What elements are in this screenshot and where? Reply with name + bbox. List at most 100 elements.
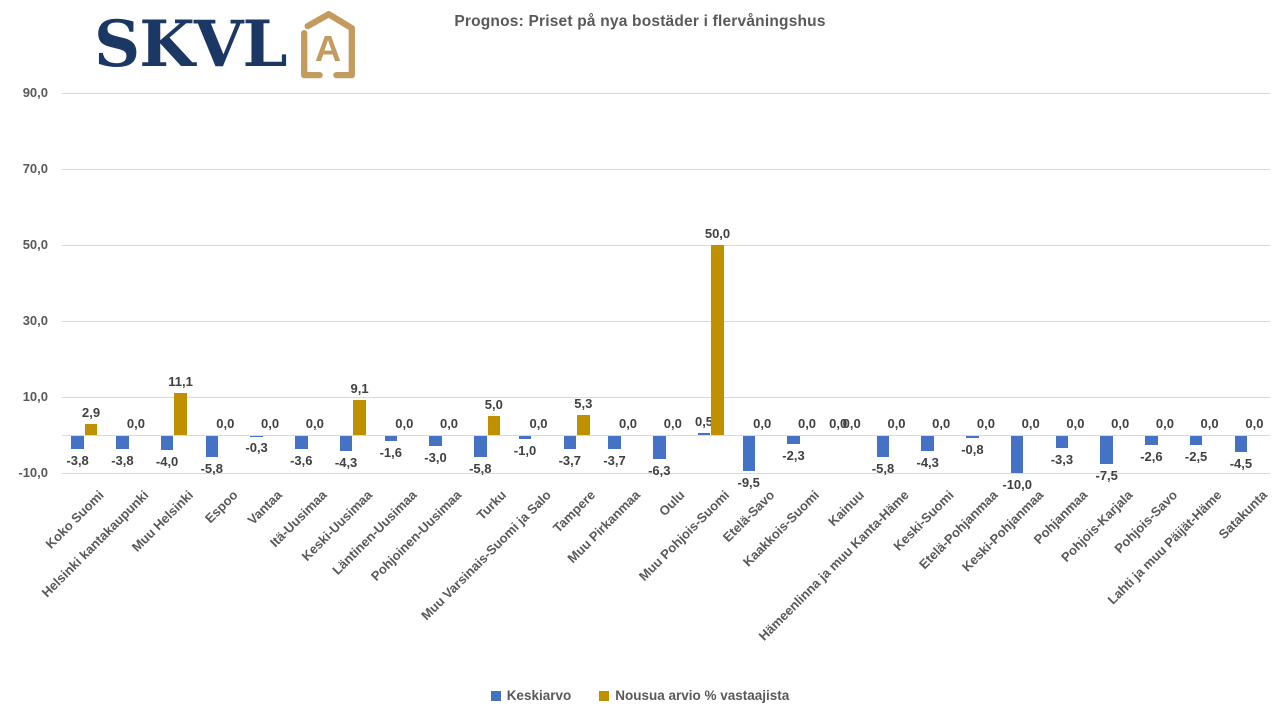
- bar: [160, 436, 174, 451]
- bar: [116, 436, 129, 450]
- chart-title: Prognos: Priset på nya bostäder i flervå…: [454, 13, 826, 30]
- gridline: [62, 321, 1270, 322]
- category-label: Etelä-Pohjanmaa: [916, 487, 1002, 572]
- bar: [697, 433, 711, 435]
- bar: [429, 436, 442, 447]
- gridline: [62, 473, 1270, 474]
- data-label: -3,8: [66, 453, 89, 469]
- skvl-logo: SKVL A: [94, 10, 365, 80]
- data-label: -3,0: [424, 450, 447, 466]
- bar: [518, 436, 532, 439]
- data-label: -7,5: [1095, 467, 1118, 483]
- data-label: 0,0: [1021, 416, 1040, 431]
- bar: [876, 436, 890, 457]
- y-axis-tick-label: 70,0: [22, 161, 48, 176]
- gridline: [62, 397, 1270, 398]
- data-label: -9,5: [737, 475, 760, 491]
- bar: [1145, 436, 1158, 445]
- data-label: -10,0: [1002, 477, 1033, 492]
- data-label: 0,0: [1155, 416, 1174, 431]
- bar: [71, 436, 84, 450]
- category-label: Espoo: [201, 487, 241, 526]
- legend-swatch: [599, 690, 610, 701]
- house-outline-right: [304, 11, 355, 79]
- data-label: 0,0: [932, 416, 951, 431]
- data-label: 0,0: [663, 416, 682, 431]
- data-label: -1,6: [379, 445, 402, 461]
- bar: [1100, 436, 1113, 464]
- data-label: -5,8: [469, 461, 492, 476]
- bar: [250, 436, 263, 437]
- data-label: 0,0: [1066, 416, 1085, 431]
- data-label: 0,0: [753, 416, 772, 431]
- data-label: 0,0: [529, 416, 548, 431]
- bar: [787, 436, 800, 444]
- bar: [205, 436, 219, 457]
- data-label: 0,0: [395, 416, 414, 431]
- data-label: 5,0: [484, 397, 503, 412]
- data-label: -6,3: [648, 462, 671, 478]
- data-label: -4,3: [916, 455, 939, 471]
- bar: [742, 436, 755, 472]
- bar: [966, 436, 979, 438]
- data-label: 0,0: [618, 416, 638, 431]
- bar: [174, 392, 187, 435]
- category-label: Oulu: [656, 487, 688, 519]
- data-label: -2,5: [1184, 448, 1208, 464]
- data-label: -3,7: [558, 453, 581, 469]
- category-label: Muu Pohjois-Suomi: [636, 487, 733, 584]
- bar: [384, 436, 398, 442]
- y-axis-tick-label: 30,0: [22, 313, 48, 328]
- data-label: 0,0: [305, 416, 324, 431]
- bar: [1189, 436, 1203, 445]
- category-label: Keski-Pohjanmaa: [958, 487, 1046, 575]
- y-axis-tick-label: -10,0: [18, 465, 48, 480]
- gridline: [62, 245, 1270, 246]
- data-label: 0,0: [887, 416, 906, 431]
- bar: [577, 414, 590, 435]
- data-label: -2,3: [782, 447, 805, 463]
- data-label: 9,1: [350, 381, 369, 397]
- category-label: Pohjoinen-Uusimaa: [367, 487, 465, 584]
- bar: [84, 424, 98, 435]
- bar: [339, 436, 353, 452]
- gridline: [62, 93, 1270, 94]
- bar: [608, 436, 621, 450]
- data-label: 11,1: [168, 373, 193, 389]
- bar: [1234, 436, 1248, 453]
- data-label: -0,8: [961, 442, 984, 457]
- data-label: 0,0: [261, 416, 280, 431]
- legend-swatch: [490, 690, 501, 701]
- data-label: 0,0: [1111, 416, 1130, 431]
- data-label: 0,0: [439, 416, 459, 431]
- bar: [295, 436, 308, 449]
- legend-label: Nousua arvio % vastaajista: [615, 688, 790, 703]
- category-label: Vantaa: [244, 487, 286, 528]
- bar: [474, 436, 487, 457]
- house-a-icon: A: [300, 11, 355, 79]
- bar: [1010, 436, 1024, 473]
- data-label: -3,3: [1050, 451, 1074, 467]
- legend: Keskiarvo Nousua arvio % vastaajista: [0, 688, 1280, 703]
- data-label: 5,3: [574, 395, 593, 411]
- bar: [653, 436, 666, 459]
- bar: [711, 245, 724, 435]
- bar: [487, 416, 500, 435]
- category-label: Kainuu: [825, 487, 867, 530]
- category-label: Läntinen-Uusimaa: [329, 487, 420, 578]
- legend-label: Keskiarvo: [506, 688, 572, 703]
- data-label: -4,3: [334, 455, 358, 471]
- bar: [921, 436, 934, 452]
- zero-axis-line: [62, 435, 1270, 436]
- y-axis-tick-label: 90,0: [22, 85, 48, 100]
- data-label: -3,6: [290, 452, 313, 468]
- data-label: 0,0: [976, 416, 995, 431]
- legend-item: Nousua arvio % vastaajista: [599, 688, 789, 703]
- data-label: 0,0: [797, 416, 817, 431]
- data-label: 0,0: [126, 416, 145, 431]
- data-label: -4,5: [1229, 456, 1253, 472]
- data-label: 0,0: [1245, 416, 1264, 431]
- legend-item: Keskiarvo: [490, 688, 572, 703]
